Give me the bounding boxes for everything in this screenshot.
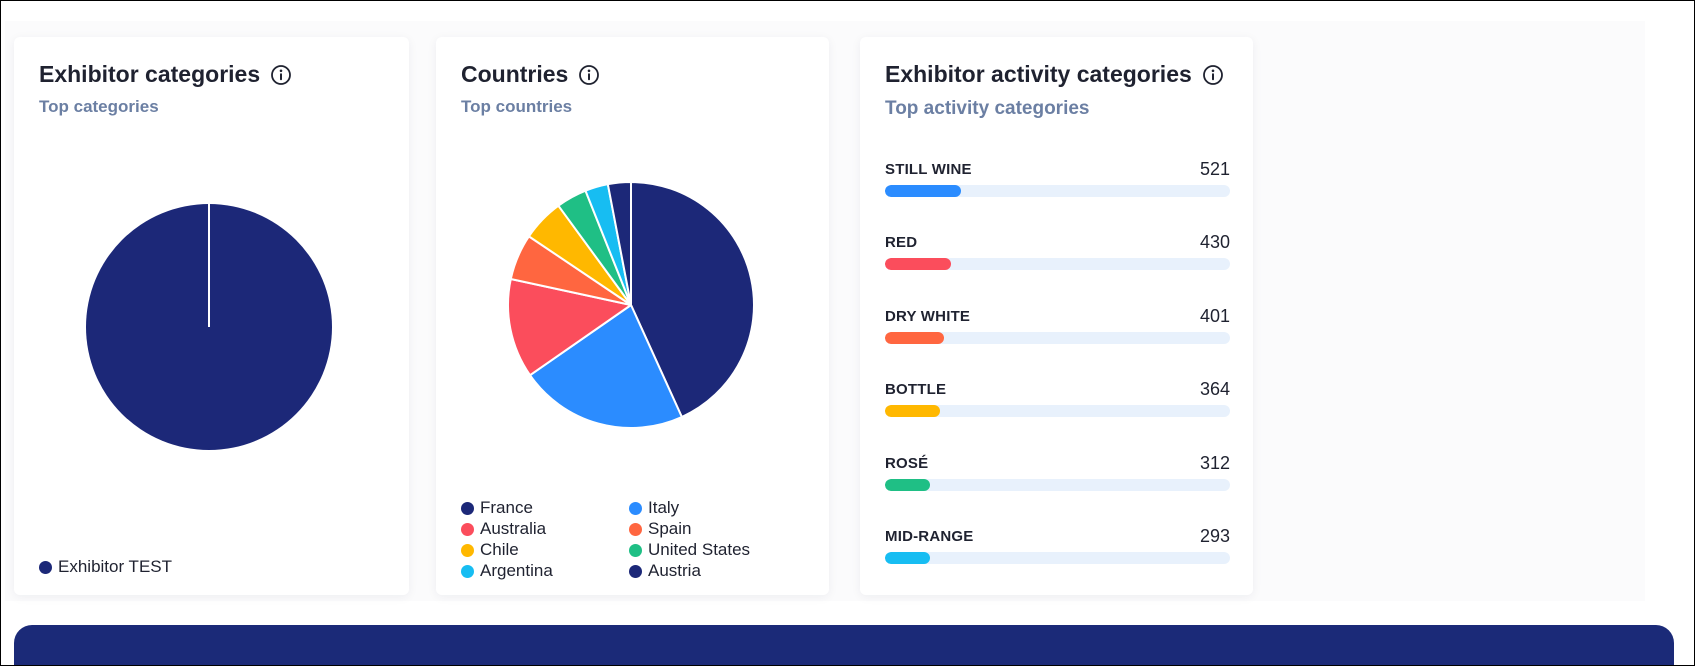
- card-title: Exhibitor activity categories: [885, 61, 1224, 88]
- bar-track: [885, 552, 1230, 564]
- activity-bar-row[interactable]: BOTTLE 364: [885, 379, 1230, 437]
- bar-track: [885, 332, 1230, 344]
- activity-categories-title: Exhibitor activity categories: [885, 61, 1192, 87]
- legend-label: France: [480, 498, 533, 517]
- pie-slice-italy[interactable]: [529, 304, 683, 429]
- bar-label: MID-RANGE: [885, 528, 974, 545]
- bar-value: 430: [1199, 232, 1230, 252]
- bar-value: 312: [1199, 453, 1230, 473]
- card-title: Countries: [461, 61, 600, 88]
- bar-label: BOTTLE: [885, 381, 947, 398]
- activity-bar-row[interactable]: RED 430: [885, 232, 1230, 290]
- legend-label: Exhibitor TEST: [58, 557, 173, 576]
- activity-bar-row[interactable]: DRY WHITE 401: [885, 306, 1230, 364]
- pie-slice-australia[interactable]: [507, 277, 632, 377]
- pie-slice-france[interactable]: [630, 181, 755, 418]
- legend-dot: [629, 522, 642, 536]
- exhibitor-categories-card: Exhibitor categories Top categories Exhi…: [14, 37, 409, 595]
- bar-track: [885, 405, 1230, 417]
- countries-pie-chart: [507, 181, 755, 429]
- legend-item-exhibitor-test[interactable]: Exhibitor TEST: [39, 557, 172, 577]
- info-icon[interactable]: [270, 64, 292, 86]
- bar-track: [885, 258, 1230, 270]
- legend-label: Austria: [648, 561, 701, 580]
- bar-fill: [885, 332, 944, 344]
- legend-dot: [39, 560, 52, 574]
- countries-subtitle: Top countries: [461, 97, 573, 116]
- bar-fill: [885, 479, 930, 491]
- legend-label: Argentina: [480, 561, 553, 580]
- exhibitor-categories-title: Exhibitor categories: [39, 61, 261, 87]
- info-icon[interactable]: [1202, 64, 1224, 86]
- legend-item-australia[interactable]: Australia: [461, 519, 546, 539]
- countries-card: Countries Top countries France Italy Aus…: [436, 37, 829, 595]
- pie-slice-austria[interactable]: [606, 181, 632, 306]
- card-title: Exhibitor categories: [39, 61, 292, 88]
- legend-dot: [461, 543, 474, 557]
- bar-fill: [885, 405, 941, 417]
- bar-label: RED: [885, 234, 918, 251]
- bar-value: 293: [1199, 526, 1230, 546]
- bar-track: [885, 185, 1230, 197]
- legend-label: Australia: [480, 519, 547, 538]
- legend-item-france[interactable]: France: [461, 498, 533, 518]
- exhibitor-categories-subtitle: Top categories: [39, 97, 159, 116]
- bar-fill: [885, 185, 961, 197]
- activity-bar-row[interactable]: ROSÉ 312: [885, 453, 1230, 511]
- countries-title: Countries: [461, 61, 569, 87]
- legend-label: Italy: [648, 498, 680, 517]
- legend-item-chile[interactable]: Chile: [461, 540, 519, 560]
- legend-item-argentina[interactable]: Argentina: [461, 561, 553, 581]
- bar-value: 401: [1199, 306, 1230, 326]
- legend-item-spain[interactable]: Spain: [629, 519, 691, 539]
- exhibitor-categories-pie-chart: [86, 204, 332, 450]
- bar-label: DRY WHITE: [885, 308, 971, 325]
- activity-categories-card: Exhibitor activity categories Top activi…: [860, 37, 1253, 595]
- bottom-navy-banner: [14, 625, 1674, 665]
- legend-dot: [461, 564, 474, 578]
- legend-dot: [461, 501, 474, 515]
- activity-bar-row[interactable]: MID-RANGE 293: [885, 526, 1230, 584]
- legend-dot: [461, 522, 474, 536]
- bar-track: [885, 479, 1230, 491]
- bar-value: 364: [1199, 379, 1230, 399]
- bar-value: 521: [1199, 159, 1230, 179]
- bar-label: STILL WINE: [885, 161, 972, 178]
- legend-item-united-states[interactable]: United States: [629, 540, 750, 560]
- bar-fill: [885, 258, 951, 270]
- info-icon[interactable]: [578, 64, 600, 86]
- legend-dot: [629, 501, 642, 515]
- activity-bar-row[interactable]: STILL WINE 521: [885, 159, 1230, 217]
- activity-categories-subtitle: Top activity categories: [885, 98, 1090, 119]
- legend-dot: [629, 564, 642, 578]
- legend-dot: [629, 543, 642, 557]
- legend-label: Spain: [648, 519, 692, 538]
- legend-label: Chile: [480, 540, 519, 559]
- legend-label: United States: [648, 540, 751, 559]
- bar-fill: [885, 552, 930, 564]
- legend-item-austria[interactable]: Austria: [629, 561, 701, 581]
- bar-label: ROSÉ: [885, 455, 929, 472]
- legend-item-italy[interactable]: Italy: [629, 498, 679, 518]
